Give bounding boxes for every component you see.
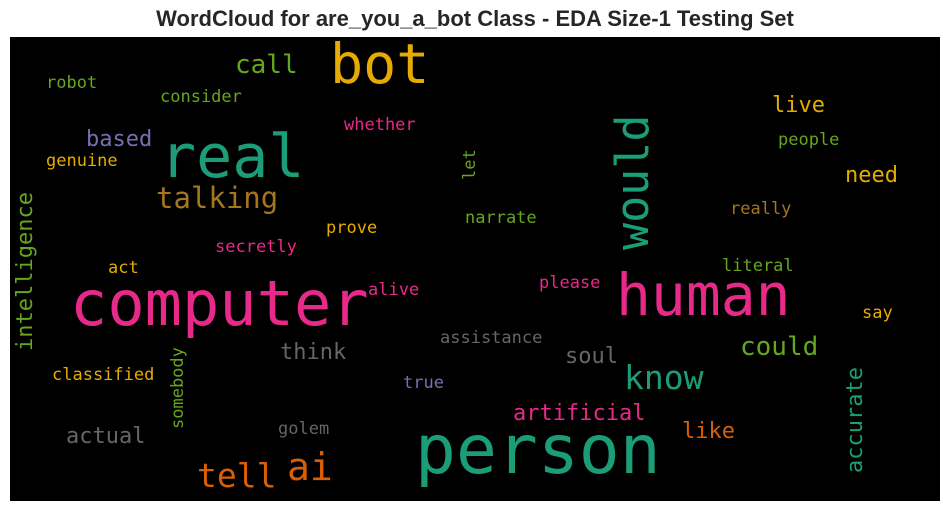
word-live: live: [772, 93, 825, 118]
word-narrate: narrate: [465, 208, 537, 228]
word-classified: classified: [52, 365, 155, 385]
word-ai: ai: [287, 445, 333, 489]
word-think: think: [280, 340, 347, 365]
word-robot: robot: [46, 73, 98, 93]
word-human: human: [616, 261, 791, 329]
word-actual: actual: [66, 424, 146, 449]
word-talking: talking: [156, 181, 279, 215]
word-based: based: [86, 127, 153, 152]
word-could: could: [740, 332, 819, 362]
wordcloud-canvas: bot call robot consider whether live based real…: [10, 37, 940, 501]
word-consider: consider: [160, 87, 242, 107]
word-soul: soul: [565, 344, 618, 369]
word-prove: prove: [326, 218, 378, 238]
word-intelligence: intelligence: [13, 192, 38, 351]
word-genuine: genuine: [46, 151, 118, 171]
word-like: like: [682, 419, 735, 444]
word-assistance: assistance: [440, 328, 543, 348]
word-person: person: [415, 411, 661, 490]
word-whether: whether: [344, 115, 416, 135]
word-secretly: secretly: [215, 237, 297, 257]
word-artificial: artificial: [513, 401, 646, 426]
word-say: say: [862, 303, 893, 323]
word-accurate: accurate: [843, 367, 868, 473]
word-let: let: [460, 149, 480, 180]
word-really: really: [730, 199, 792, 219]
chart-title: WordCloud for are_you_a_bot Class - EDA …: [156, 6, 794, 31]
word-please: please: [539, 273, 601, 293]
word-computer: computer: [70, 267, 369, 340]
word-literal: literal: [722, 256, 794, 276]
word-golem: golem: [278, 419, 330, 439]
word-tell: tell: [197, 456, 277, 495]
word-somebody: somebody: [168, 347, 188, 429]
word-bot: bot: [330, 37, 430, 96]
word-need: need: [845, 163, 898, 188]
word-real: real: [160, 122, 305, 192]
word-act: act: [108, 258, 139, 278]
word-alive: alive: [368, 280, 420, 300]
word-true: true: [403, 373, 444, 393]
word-people: people: [778, 130, 840, 150]
word-would: would: [606, 114, 659, 250]
word-call: call: [235, 50, 298, 80]
word-know: know: [624, 358, 704, 397]
